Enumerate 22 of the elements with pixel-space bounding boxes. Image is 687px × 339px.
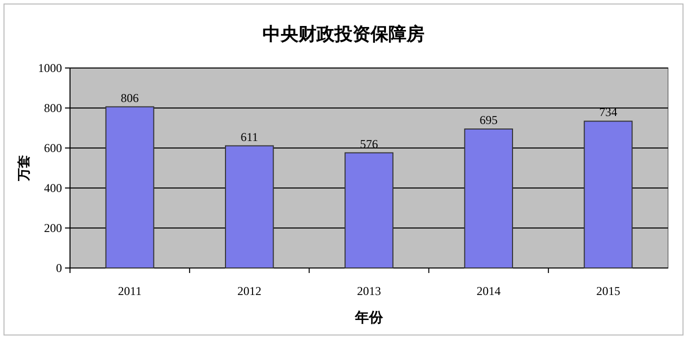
x-tick-label: 2014 bbox=[476, 284, 501, 298]
x-tick-label: 2013 bbox=[357, 284, 381, 298]
y-tick-label: 200 bbox=[44, 221, 62, 235]
y-tick-label: 1000 bbox=[38, 61, 62, 75]
y-tick-label: 400 bbox=[44, 181, 62, 195]
x-axis-title: 年份 bbox=[354, 310, 384, 326]
data-label: 806 bbox=[120, 90, 139, 105]
bar bbox=[464, 128, 514, 268]
data-label: 611 bbox=[240, 130, 258, 144]
bar bbox=[105, 106, 154, 268]
bar bbox=[224, 145, 274, 268]
data-label: 695 bbox=[480, 113, 498, 127]
y-tick-label: 600 bbox=[44, 141, 62, 155]
chart-title: 中央财政投资保障房 bbox=[262, 24, 424, 45]
x-tick-label: 2015 bbox=[596, 284, 620, 298]
x-tick-label: 2012 bbox=[237, 284, 262, 298]
bar bbox=[344, 152, 394, 268]
y-tick-label: 800 bbox=[44, 101, 62, 115]
y-axis-title: 万套 bbox=[17, 155, 32, 182]
x-tick-label: 2011 bbox=[118, 284, 142, 298]
bar bbox=[584, 120, 633, 268]
y-tick-label: 0 bbox=[56, 261, 62, 275]
